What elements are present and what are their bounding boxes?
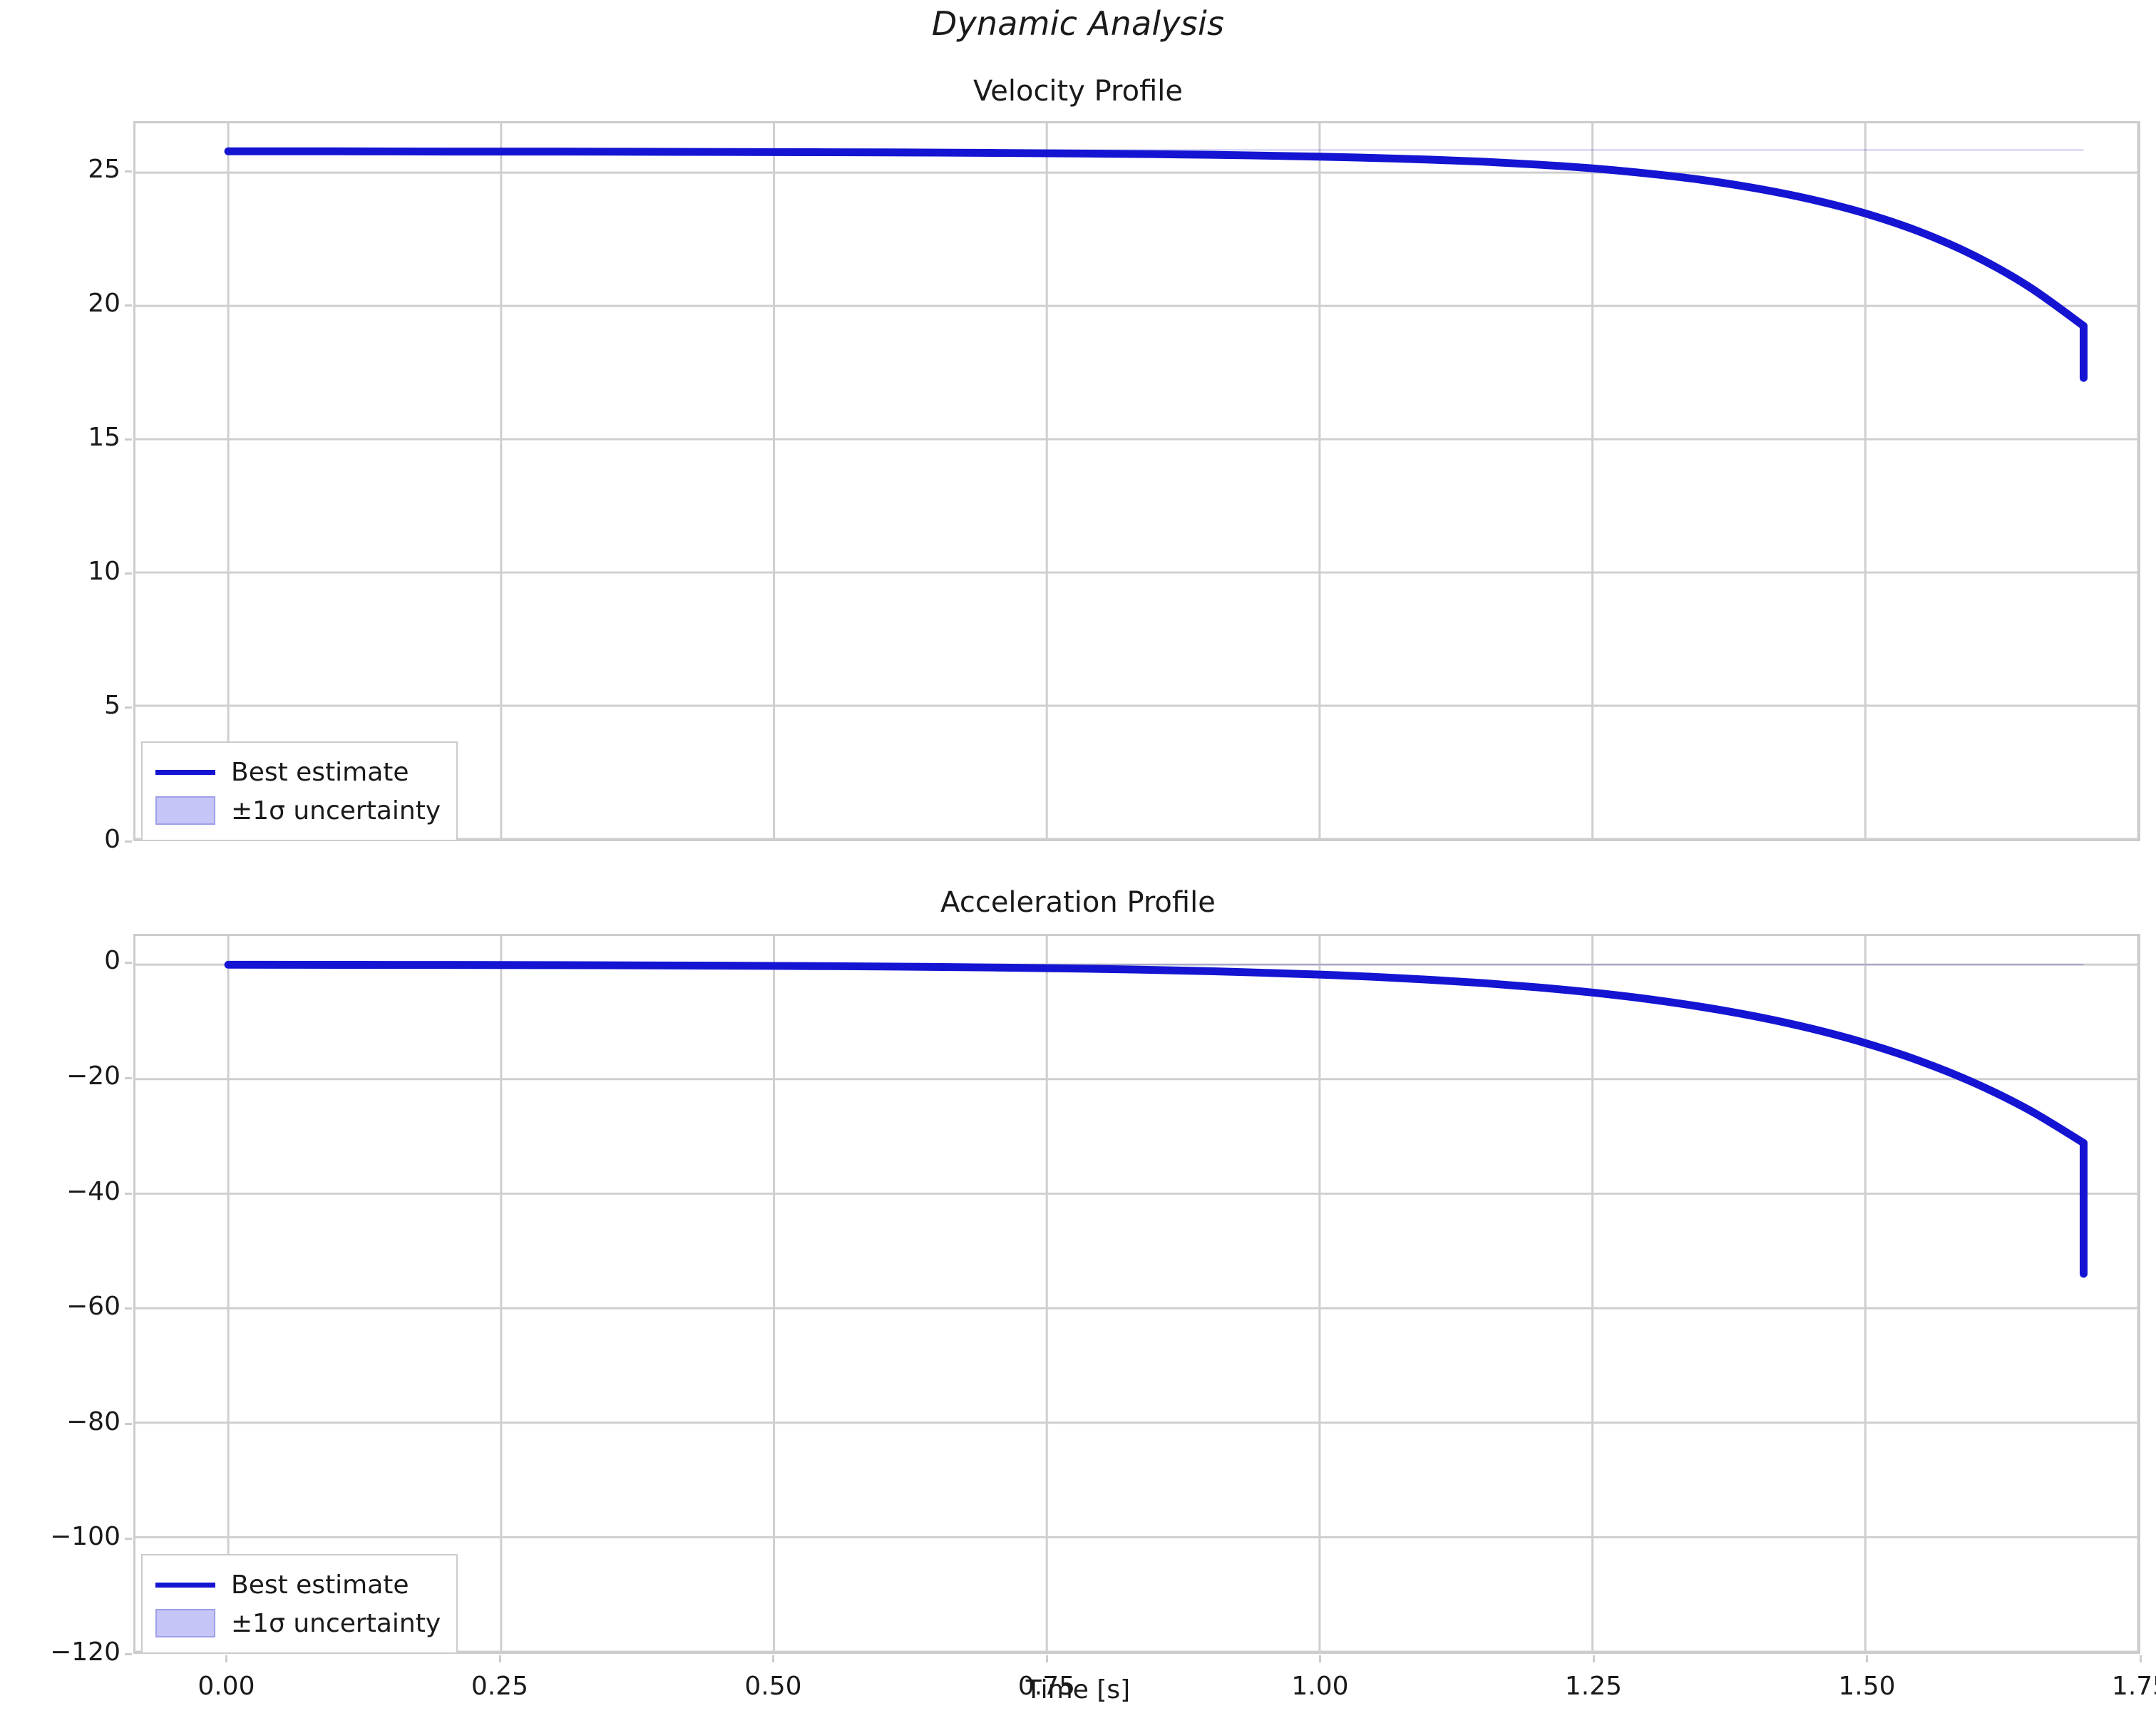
figure-suptitle: Dynamic Analysis xyxy=(931,4,1225,43)
y-axis-tick-mark xyxy=(125,1653,132,1655)
acceleration-plot-svg xyxy=(135,936,2138,1652)
x-axis-label: Time [s] xyxy=(1025,1675,1131,1704)
x-axis-tick-mark xyxy=(772,1655,775,1662)
y-axis-tick-mark xyxy=(125,1538,132,1541)
y-axis-tick-mark xyxy=(125,170,132,173)
acceleration-legend: Best estimate ±1σ uncertainty xyxy=(141,1554,458,1654)
y-axis-tick-label: −80 xyxy=(66,1406,120,1436)
x-axis-tick-label: 1.00 xyxy=(1291,1672,1349,1701)
y-axis-tick-label: 5 xyxy=(104,690,120,720)
x-axis-tick-mark xyxy=(1045,1655,1048,1662)
legend-row-best-estimate: Best estimate xyxy=(155,1565,441,1604)
acceleration-subplot-title: Acceleration Profile xyxy=(940,886,1216,919)
y-axis-tick-label: 15 xyxy=(88,422,120,452)
x-axis-tick-label: 0.75 xyxy=(1017,1672,1076,1701)
acceleration-plot-area xyxy=(133,934,2140,1654)
y-axis-tick-label: −120 xyxy=(50,1637,120,1667)
legend-label-uncertainty: ±1σ uncertainty xyxy=(231,1608,441,1638)
velocity-plot-svg xyxy=(135,123,2138,839)
legend-line-swatch xyxy=(155,1582,215,1588)
y-axis-tick-mark xyxy=(125,840,132,843)
x-axis-tick-mark xyxy=(1319,1655,1322,1662)
y-axis-tick-mark xyxy=(125,962,132,965)
x-axis-tick-label: 1.75 xyxy=(2111,1672,2156,1701)
x-axis-tick-mark xyxy=(498,1655,501,1662)
y-axis-tick-label: −60 xyxy=(66,1292,120,1322)
y-axis-tick-label: 0 xyxy=(104,946,120,976)
y-axis-tick-mark xyxy=(125,304,132,307)
y-axis-tick-mark xyxy=(125,438,132,441)
legend-row-uncertainty: ±1σ uncertainty xyxy=(155,1604,441,1642)
legend-line-swatch xyxy=(155,769,215,775)
legend-row-best-estimate: Best estimate xyxy=(155,753,441,791)
x-axis-tick-mark xyxy=(1866,1655,1869,1662)
x-axis-tick-label: 0.50 xyxy=(744,1672,802,1701)
legend-label-uncertainty: ±1σ uncertainty xyxy=(231,796,441,826)
y-axis-tick-label: −100 xyxy=(50,1522,120,1552)
x-axis-tick-label: 1.50 xyxy=(1838,1672,1896,1701)
legend-band-swatch xyxy=(155,1609,215,1637)
y-axis-tick-label: 20 xyxy=(88,288,120,318)
x-axis-tick-mark xyxy=(2140,1655,2142,1662)
velocity-legend: Best estimate ±1σ uncertainty xyxy=(141,741,458,841)
velocity-plot-area xyxy=(133,121,2140,841)
x-axis-tick-label: 0.25 xyxy=(471,1672,528,1701)
velocity-subplot-title: Velocity Profile xyxy=(972,75,1183,108)
legend-band-swatch xyxy=(155,796,215,825)
y-axis-tick-mark xyxy=(125,706,132,709)
legend-row-uncertainty: ±1σ uncertainty xyxy=(155,791,441,830)
y-axis-tick-label: 10 xyxy=(88,556,120,586)
x-axis-tick-mark xyxy=(1592,1655,1595,1662)
x-axis-tick-label: 0.00 xyxy=(197,1672,255,1701)
x-axis-tick-label: 1.25 xyxy=(1564,1672,1623,1701)
x-axis-tick-mark xyxy=(225,1655,228,1662)
y-axis-tick-mark xyxy=(125,1307,132,1310)
y-axis-tick-label: 25 xyxy=(88,154,120,184)
y-axis-tick-label: −40 xyxy=(66,1176,120,1206)
y-axis-tick-mark xyxy=(125,572,132,575)
y-axis-tick-label: 0 xyxy=(104,825,120,854)
y-axis-tick-mark xyxy=(125,1422,132,1425)
legend-label-best-estimate: Best estimate xyxy=(231,1570,409,1600)
y-axis-tick-mark xyxy=(125,1077,132,1079)
legend-label-best-estimate: Best estimate xyxy=(231,757,409,787)
y-axis-tick-mark xyxy=(125,1192,132,1195)
y-axis-tick-label: −20 xyxy=(66,1061,120,1091)
